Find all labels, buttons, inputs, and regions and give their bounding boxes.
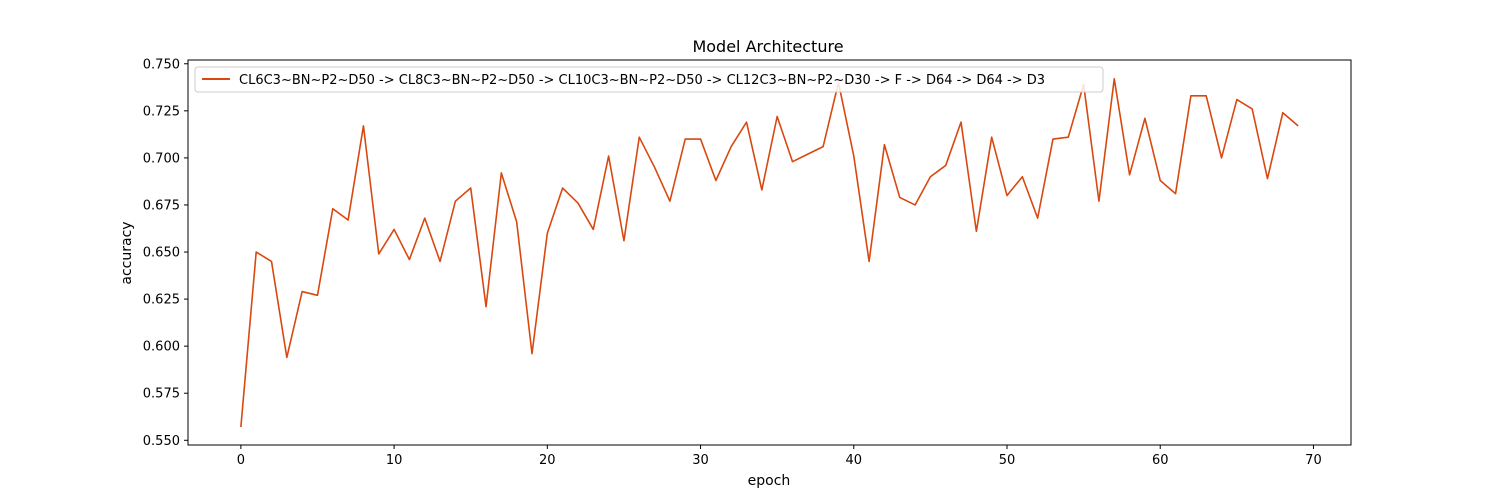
x-tick-label: 70 <box>1305 453 1322 468</box>
y-axis-label: accuracy <box>119 221 135 284</box>
plot-frame <box>187 59 1352 446</box>
y-tick-label: 0.700 <box>143 151 180 166</box>
y-tick-label: 0.725 <box>143 104 180 119</box>
series-line <box>240 78 1299 428</box>
x-tick-label: 60 <box>1152 453 1169 468</box>
y-tick-label: 0.575 <box>143 387 180 402</box>
x-tick-label: 20 <box>539 453 556 468</box>
y-tick-label: 0.625 <box>143 293 180 308</box>
y-tick-label: 0.550 <box>143 434 180 449</box>
x-tick-label: 10 <box>386 453 403 468</box>
chart-title: Model Architecture <box>692 37 843 56</box>
x-tick-label: 40 <box>846 453 863 468</box>
legend-entry-label: CL6C3~BN~P2~D50 -> CL8C3~BN~P2~D50 -> CL… <box>239 73 1045 88</box>
y-tick-label: 0.750 <box>143 57 180 72</box>
x-tick-label: 0 <box>237 453 245 468</box>
legend-box <box>194 66 1104 93</box>
y-tick-label: 0.600 <box>143 340 180 355</box>
x-tick-label: 30 <box>692 453 709 468</box>
x-tick-label: 50 <box>999 453 1016 468</box>
y-tick-label: 0.675 <box>143 198 180 213</box>
x-axis-label: epoch <box>748 473 791 489</box>
legend: CL6C3~BN~P2~D50 -> CL8C3~BN~P2~D50 -> CL… <box>194 66 1104 93</box>
y-tick-label: 0.650 <box>143 246 180 261</box>
